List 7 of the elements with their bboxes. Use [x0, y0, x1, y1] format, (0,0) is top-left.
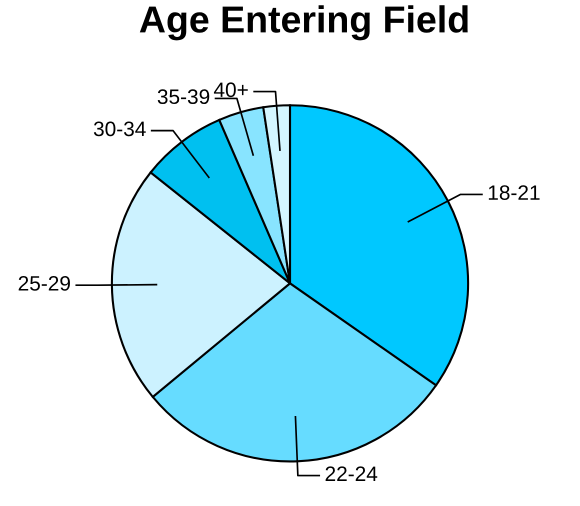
slice-label: 30-34 — [94, 121, 146, 136]
slice-label: 25-29 — [18, 276, 70, 291]
chart-title: Age Entering Field — [140, 5, 468, 40]
slice-label: 40+ — [214, 82, 248, 98]
slice-label: 18-21 — [488, 185, 540, 200]
slice-label: 35-39 — [158, 89, 210, 104]
slice-label: 22-24 — [326, 466, 378, 481]
